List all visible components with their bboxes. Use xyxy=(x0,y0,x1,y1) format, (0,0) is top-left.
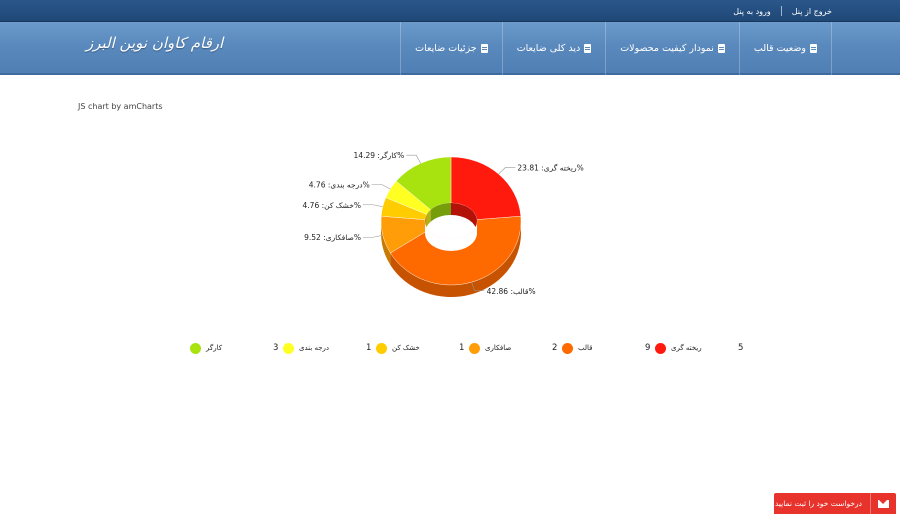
nav-waste-details[interactable]: جزئیات ضایعات xyxy=(400,22,502,75)
donut-side xyxy=(381,221,521,297)
legend-item[interactable]: کارگر xyxy=(190,340,280,358)
logout-link[interactable]: خروج از پنل xyxy=(791,6,832,16)
slice-side xyxy=(390,221,521,297)
label-leader xyxy=(471,282,485,292)
label-leader xyxy=(363,234,383,238)
slice-label: صافکاری: 9.52% xyxy=(304,233,361,242)
legend-value: 1 xyxy=(459,343,465,353)
slice-label: قالب: 42.86% xyxy=(487,287,536,296)
request-button[interactable]: درخواست خود را ثبت نمایید xyxy=(774,493,896,514)
label-leader xyxy=(363,204,383,208)
top-bar: ورود به پنل خروج از پنل xyxy=(0,0,900,22)
document-icon xyxy=(480,44,488,53)
legend-label: قالب xyxy=(578,344,593,352)
legend-value: 5 xyxy=(738,343,744,353)
legend-label: ریخته گری xyxy=(671,344,702,352)
legend-value: 2 xyxy=(552,343,558,353)
legend-value: 3 xyxy=(273,343,279,353)
legend-label: کارگر xyxy=(206,344,223,352)
nav-label: نمودار کیفیت محصولات xyxy=(620,43,714,54)
legend-item[interactable]: ریخته گری xyxy=(655,340,745,358)
nav-label: وضعیت قالب xyxy=(753,43,806,54)
label-leader xyxy=(406,154,421,164)
chart-credit-link[interactable]: JS chart by amCharts xyxy=(78,102,163,111)
legend-item[interactable]: صافکاری xyxy=(469,340,559,358)
legend-item[interactable]: خشک کن xyxy=(376,340,466,358)
label-leader xyxy=(371,184,391,190)
slice-label: خشک کن: 4.76% xyxy=(303,201,361,210)
document-icon xyxy=(584,44,592,53)
nav-waste-overview[interactable]: دید کلی ضایعات xyxy=(501,22,606,75)
chart-legend: ریخته گری 5 قالب 9 صافکاری 2 خشک کن 1 درجه بندی 1… xyxy=(180,340,744,358)
request-button-label: درخواست خود را ثبت نمایید xyxy=(774,499,862,508)
legend-swatch xyxy=(562,343,573,354)
main-nav: وضعیت قالب نمودار کیفیت محصولات دید کلی … xyxy=(400,22,832,75)
legend-swatch xyxy=(190,343,201,354)
donut-chart: ریخته گری: 23.81% قالب: 42.86% صافکاری: 9.… xyxy=(303,151,584,297)
slice-label: ریخته گری: 23.81% xyxy=(517,163,583,172)
legend-value: 1 xyxy=(366,343,372,353)
legend-item[interactable]: قالب xyxy=(562,340,652,358)
legend-swatch xyxy=(283,343,294,354)
nav-label: دید کلی ضایعات xyxy=(516,43,581,54)
slice-side xyxy=(381,221,391,265)
login-link[interactable]: ورود به پنل xyxy=(733,6,771,16)
nav-label: جزئیات ضایعات xyxy=(415,43,477,54)
envelope-icon xyxy=(870,493,896,514)
legend-swatch xyxy=(655,343,666,354)
legend-value: 9 xyxy=(645,343,651,353)
top-links: ورود به پنل خروج از پنل xyxy=(733,0,832,22)
nav-quality-chart[interactable]: نمودار کیفیت محصولات xyxy=(605,22,739,75)
legend-swatch xyxy=(469,343,480,354)
legend-label: درجه بندی xyxy=(299,344,330,352)
nav-mold-status[interactable]: وضعیت قالب xyxy=(738,22,831,75)
slice-inner-wall xyxy=(430,203,451,222)
label-leader xyxy=(498,167,516,175)
legend-item[interactable]: درجه بندی xyxy=(283,340,373,358)
slice-label: درجه بندی: 4.76% xyxy=(309,181,370,190)
legend-label: خشک کن xyxy=(392,344,420,352)
brand-title: ارقام کاوان نوین البرز xyxy=(86,34,224,52)
document-icon xyxy=(810,44,817,53)
document-icon xyxy=(717,44,725,53)
divider xyxy=(780,6,782,16)
legend-swatch xyxy=(376,343,387,354)
slice-label: کارگر: 14.29% xyxy=(354,151,405,160)
slice-inner-wall xyxy=(426,209,431,227)
donut-hole xyxy=(425,221,477,251)
header: ارقام کاوان نوین البرز وضعیت قالب نمودار… xyxy=(0,22,900,75)
slice-inner-wall xyxy=(451,203,477,232)
legend-label: صافکاری xyxy=(485,344,512,352)
